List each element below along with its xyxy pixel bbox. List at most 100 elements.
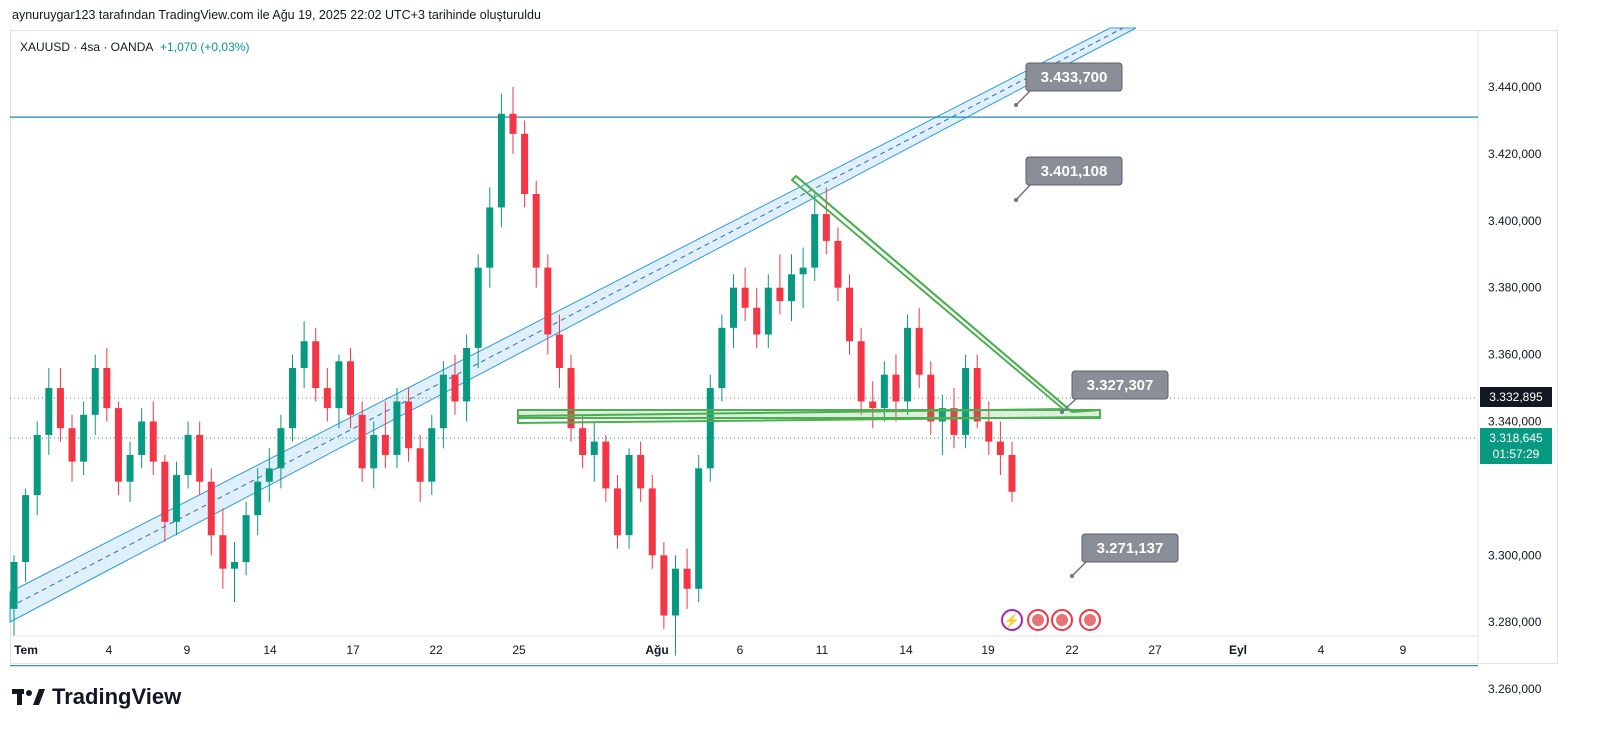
candle-body — [103, 367, 111, 409]
triangle-pattern[interactable] — [517, 174, 1101, 425]
callout-pointer — [1071, 559, 1089, 577]
candle-body — [10, 561, 18, 609]
time-tick-label: 19 — [981, 643, 995, 657]
candle-body — [393, 401, 401, 455]
candle-body — [416, 448, 424, 482]
time-tick-label: Tem — [14, 643, 38, 657]
candle-body — [811, 214, 819, 268]
candle-body — [590, 441, 598, 455]
candle-body — [497, 113, 505, 208]
candle-body — [706, 388, 714, 469]
callout-box — [1025, 156, 1123, 186]
candle-body — [602, 441, 610, 489]
candle-body — [938, 408, 946, 422]
time-tick-label: 17 — [346, 643, 360, 657]
candle-body — [764, 287, 772, 335]
callout-price-label: 3.327,307 — [1087, 377, 1154, 394]
callout-anchor-dot — [1014, 103, 1018, 107]
candle-body — [114, 408, 122, 482]
candle-body — [834, 240, 842, 288]
candle-body — [335, 361, 343, 409]
candle-body — [33, 434, 41, 496]
callout-price-label: 3.433,700 — [1041, 69, 1108, 86]
candle-body — [289, 367, 297, 429]
candle-body — [880, 374, 888, 409]
chart-header: aynuruygar123 tarafından TradingView.com… — [12, 8, 541, 22]
last-price-tag: 3.318,645 01:57:29 — [1480, 428, 1552, 464]
us-flag-icon — [1056, 614, 1068, 626]
candle-body — [22, 495, 30, 562]
candle-body — [138, 421, 146, 455]
candle-body — [486, 207, 494, 268]
candle-body — [671, 568, 679, 616]
time-tick-label: 14 — [899, 643, 913, 657]
time-tick-label: Ağu — [645, 643, 668, 657]
candle-body — [509, 113, 517, 134]
time-tick-label: 22 — [429, 643, 443, 657]
candle-body — [265, 468, 273, 482]
triangle-descending-line[interactable] — [795, 175, 1073, 413]
time-tick-label: 22 — [1065, 643, 1079, 657]
candle-body — [904, 327, 912, 402]
event-icons[interactable]: ⚡ — [1001, 609, 1101, 631]
triangle-base-band[interactable] — [517, 409, 1101, 419]
time-tick-label: 14 — [263, 643, 277, 657]
candle-body — [172, 475, 180, 522]
us-flag-icon — [1032, 614, 1044, 626]
callout-anchor-dot — [1060, 410, 1064, 414]
tradingview-logo[interactable]: TradingView — [12, 684, 181, 710]
candle-body — [788, 274, 796, 302]
us-flag-icon — [1084, 614, 1096, 626]
chart-panel[interactable] — [10, 30, 1558, 664]
candle-body — [741, 287, 749, 308]
candle-body — [660, 555, 668, 616]
candle-body — [312, 341, 320, 389]
candle-body — [799, 267, 807, 275]
candle-body — [254, 481, 262, 516]
candle-body — [973, 367, 981, 422]
ascending-channel[interactable] — [9, 27, 1137, 623]
price-tick-label: 3.260,000 — [1488, 682, 1542, 696]
triangle-outline[interactable] — [517, 174, 1101, 425]
candle-body — [718, 327, 726, 389]
time-tick-label: 6 — [737, 643, 744, 657]
price-tick-label: 3.440,000 — [1488, 80, 1542, 94]
lightning-event-icon[interactable] — [1001, 609, 1023, 631]
symbol-name: XAUUSD · 4sa · OANDA — [20, 40, 153, 54]
candle-body — [161, 461, 169, 522]
price-tick-label: 3.360,000 — [1488, 348, 1542, 362]
candle-body — [358, 414, 366, 469]
tradingview-logo-icon — [12, 689, 45, 705]
channel-band[interactable] — [9, 27, 1137, 623]
candle-body — [184, 434, 192, 476]
candle-body — [915, 327, 923, 375]
candle-body — [219, 535, 227, 569]
candle-body — [625, 454, 633, 536]
channel-midline — [9, 27, 1124, 608]
candle-body — [869, 401, 877, 409]
candle-body — [451, 374, 459, 402]
time-tick-label: 4 — [1318, 643, 1325, 657]
candle-body — [521, 133, 529, 195]
candles-layer — [10, 87, 1016, 656]
candle-body — [80, 414, 88, 462]
symbol-change: +1,070 (+0,03%) — [160, 40, 250, 54]
time-axis: Tem 4 9 14 17 22 25 Ağu 6 11 14 19 22 27 Eyl 4 9 — [14, 643, 1407, 657]
callout-box — [1025, 62, 1123, 92]
candle-body — [579, 428, 587, 455]
candle-body — [962, 367, 970, 435]
callout-anchor-dot — [1070, 574, 1074, 578]
symbol-legend[interactable]: XAUUSD · 4sa · OANDA +1,070 (+0,03%) — [20, 40, 249, 54]
candle-body — [68, 428, 76, 462]
candle-body — [300, 341, 308, 368]
time-tick-label: 4 — [106, 643, 113, 657]
candle-body — [985, 421, 993, 442]
time-tick-label: 11 — [816, 643, 829, 657]
price-tick-label: 3.420,000 — [1488, 147, 1542, 161]
price-callouts: 3.433,700 3.401,108 3.327,307 3.271,137 — [1014, 62, 1179, 578]
last-price-label: 3.318,645 — [1489, 431, 1543, 445]
candle-body — [405, 401, 413, 449]
candle-body — [683, 568, 691, 589]
callout-box — [1081, 533, 1179, 563]
